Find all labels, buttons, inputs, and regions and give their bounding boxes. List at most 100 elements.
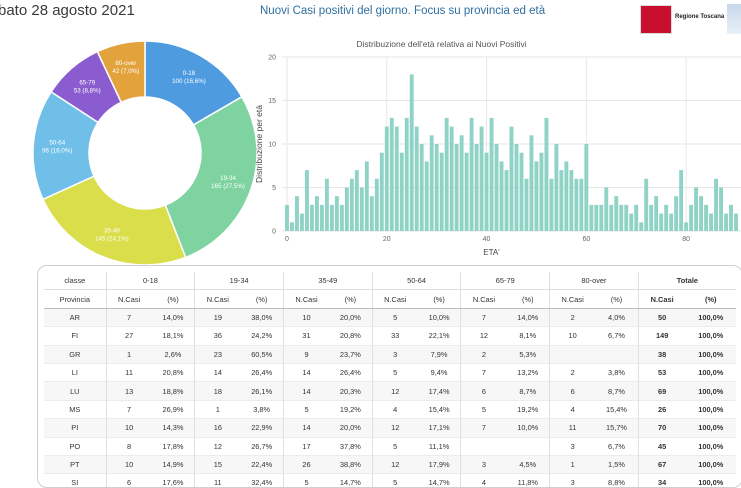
x-tick-label: 40 — [483, 236, 491, 243]
histogram-bar — [524, 178, 529, 231]
table-cell: 11 — [194, 473, 241, 487]
histogram-bar — [654, 196, 659, 231]
table-cell: 149 — [637, 326, 686, 346]
table-cell: FI — [71, 331, 79, 341]
table-cell: LU — [70, 386, 80, 396]
histogram-bar — [404, 117, 409, 231]
table-cell: 10 — [282, 308, 330, 327]
table-group-header: Totale — [637, 272, 736, 291]
histogram-bar — [399, 152, 404, 231]
histogram-bar — [329, 204, 334, 231]
histogram-bar — [424, 161, 429, 231]
table-cell — [506, 437, 549, 455]
regione-toscana-logo: Regione Toscana — [637, 2, 741, 36]
table-cell: 8,8% — [608, 478, 625, 488]
table-cell: 13,2% — [517, 368, 539, 378]
table-cell: 18,1% — [162, 331, 184, 341]
table-cell: 50 — [637, 308, 686, 327]
histogram-bar — [454, 144, 459, 231]
histogram-bar — [349, 178, 354, 231]
histogram-bar — [384, 126, 389, 231]
table-cell: 26,1% — [251, 386, 273, 396]
x-axis-label: ETA' — [483, 248, 500, 257]
histogram-bar — [554, 144, 559, 231]
y-tick-label: 10 — [268, 142, 276, 149]
histogram-bar — [489, 117, 494, 231]
table-cell: 5 — [371, 473, 418, 487]
table-cell: 14 — [282, 418, 330, 438]
table-cell: 8,7% — [519, 386, 537, 396]
table-cell: 100,0% — [698, 349, 724, 359]
table-cell: 7 — [105, 308, 152, 327]
table-cell: 8,7% — [608, 386, 625, 396]
histogram-bar — [714, 178, 719, 231]
table-column-header: Provincia — [44, 289, 107, 309]
donut-value-19-34: 165 (27,5%) — [211, 183, 245, 190]
table-cell — [549, 345, 596, 364]
table-cell: 14,0% — [517, 312, 539, 322]
table-cell: 15,7% — [606, 423, 627, 433]
histogram-bar — [719, 187, 723, 231]
table-cell: 9,4% — [430, 368, 448, 378]
histogram-bar — [564, 161, 569, 231]
histogram-bar — [729, 204, 733, 231]
histogram-bar — [674, 196, 679, 231]
histogram-bar — [469, 117, 474, 231]
histogram-bar — [539, 152, 544, 231]
table-column-header: (%) — [685, 289, 736, 309]
histogram-bar — [314, 196, 319, 231]
histogram-bar — [409, 74, 414, 232]
table-column-header: N.Casi — [460, 289, 507, 309]
table-row: SI 6 17,6% 11 32,4% 5 14,7% 5 14,7% 4 11,8% 3 8,8% 34… — [44, 473, 736, 488]
province-age-table-panel: classe 0-18 19-34 35-49 50-64 65-79 80-over Tot… — [37, 265, 741, 488]
table-cell: 17,1% — [428, 423, 450, 433]
y-tick-label: 20 — [268, 55, 276, 62]
table-cell: 12 — [371, 455, 418, 474]
table-cell: 100,0% — [698, 368, 724, 378]
histogram-bar — [359, 187, 364, 231]
histogram-bar — [479, 126, 484, 231]
table-cell: PT — [70, 460, 80, 470]
table-cell: 14,7% — [339, 478, 361, 488]
table-column-header: N.Casi — [371, 289, 418, 309]
table-cell: 3 — [549, 473, 596, 487]
histogram-bar — [484, 152, 489, 231]
table-cell: 100,0% — [698, 423, 724, 433]
table-cell: 19,2% — [339, 404, 361, 414]
histogram-bar — [544, 117, 549, 231]
histogram-bar — [644, 178, 649, 231]
donut-slice-35-49 — [42, 175, 187, 266]
histogram-bar — [629, 213, 634, 231]
table-cell: MS — [69, 404, 81, 414]
table-cell: 23 — [194, 345, 241, 364]
table-cell: 18 — [194, 381, 241, 401]
histogram-bar — [684, 222, 689, 231]
table-cell: 26,9% — [162, 404, 184, 414]
pegasus-flag-icon — [640, 5, 672, 34]
table-cell: 2,6% — [164, 349, 182, 359]
table-cell: 15 — [194, 455, 241, 474]
table-cell: 69 — [637, 381, 686, 401]
table-cell: 17 — [282, 437, 330, 456]
table-column-header: (%) — [240, 289, 284, 309]
table-cell: 60,5% — [251, 349, 273, 359]
table-cell: 22,9% — [251, 423, 273, 433]
histogram-bar — [659, 213, 664, 231]
histogram-bar — [295, 196, 299, 231]
histogram-bar — [429, 135, 434, 231]
table-cell: 5 — [460, 400, 507, 419]
histogram-bar — [734, 213, 738, 231]
table-cell: 4 — [371, 400, 418, 419]
table-cell: 2 — [549, 363, 596, 382]
histogram-bar — [364, 161, 369, 231]
table-cell: 6 — [549, 381, 596, 401]
table-cell: 20,8% — [339, 331, 361, 341]
table-cell — [460, 437, 507, 456]
table-cell: 10 — [105, 455, 152, 474]
histogram-bar — [634, 204, 639, 231]
histogram-bar — [434, 144, 439, 231]
table-cell: 3 — [371, 345, 418, 364]
histogram-bar — [509, 126, 514, 231]
table-cell: 16 — [194, 418, 241, 438]
